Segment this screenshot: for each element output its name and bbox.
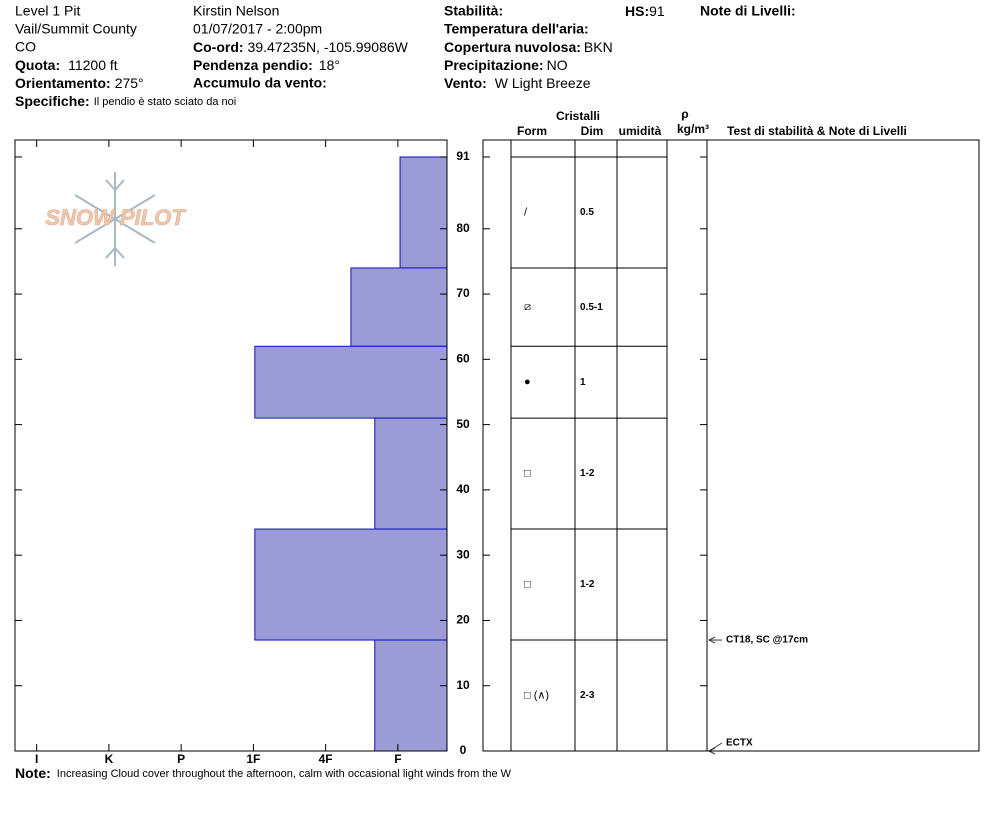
hardness-bar (350, 267, 448, 347)
hardness-bar (254, 528, 448, 641)
elevation: Quota: 11200 ft (15, 57, 118, 73)
label: Pendenza pendio: (193, 57, 313, 73)
value: 39.47235N, -105.99086W (248, 39, 409, 55)
coords: Co-ord: 39.47235N, -105.99086W (193, 39, 409, 55)
test-arrowhead (707, 636, 716, 644)
table-frame (482, 139, 980, 752)
value: W Light Breeze (495, 75, 591, 91)
slope: Pendenza pendio: 18° (193, 57, 340, 73)
value: 91 (649, 3, 665, 19)
moisture-header: umidità (619, 124, 662, 138)
hardness-plot: / 0.5 ⧄ 0.5-1 ● 1 □ 1-2 □ 1-2 □ (∧) 2-3 0 10 20 30 40 50 6… (15, 140, 808, 766)
y-tick-label: 91 (456, 149, 470, 163)
value: Increasing Cloud cover throughout the af… (57, 768, 512, 780)
hardness-bar (399, 156, 448, 269)
x-tick-label: P (177, 752, 185, 766)
density-symbol: ρ (681, 107, 688, 121)
crystal-size: 1-2 (580, 468, 595, 479)
wind-loading: Accumulo da vento: (193, 75, 327, 91)
test-label: CT18, SC @17cm (726, 635, 808, 646)
hs: HS:91 (625, 3, 665, 19)
y-tick-label: 30 (456, 547, 470, 561)
crystal-form: ● (524, 376, 531, 388)
label: Note: (15, 765, 51, 781)
label: Quota: (15, 57, 60, 73)
label: Precipitazione: (444, 57, 544, 73)
y-tick-label: 80 (456, 221, 470, 235)
crystal-form: □ (524, 467, 531, 479)
datetime: 01/07/2017 - 2:00pm (193, 21, 322, 37)
logo-flake (105, 179, 125, 192)
density-unit: kg/m³ (677, 122, 709, 136)
x-tick-label: 4F (319, 752, 333, 766)
hardness-bar (254, 345, 448, 419)
label: Copertura nuvolosa: (444, 39, 581, 55)
precip: Precipitazione: NO (444, 57, 568, 73)
hardness-bar (374, 417, 448, 530)
layer-notes: Note di Livelli: (700, 3, 796, 19)
logo-text: SNOW PILOT (45, 205, 186, 230)
label: HS: (625, 3, 649, 19)
footer: Note: Increasing Cloud cover throughout t… (15, 765, 512, 781)
crystal-size: 0.5 (580, 207, 594, 218)
form-header: Form (517, 124, 547, 138)
pit-type: Level 1 Pit (15, 3, 80, 19)
value: 18° (319, 57, 340, 73)
crystal-form: ⧄ (524, 301, 531, 313)
crystal-size: 1 (580, 377, 586, 388)
x-tick-label: K (105, 752, 114, 766)
value: NO (547, 57, 568, 73)
test-label: ECTX (726, 738, 753, 749)
y-tick-label: 40 (456, 482, 470, 496)
y-tick-label: 70 (456, 286, 470, 300)
logo-flake (74, 194, 156, 244)
value: BKN (584, 39, 613, 55)
plot-frame (14, 139, 448, 752)
table-columns (510, 140, 708, 751)
x-tick-label: I (35, 752, 38, 766)
y-tick-label: 10 (456, 678, 470, 692)
label: Orientamento: (15, 75, 111, 91)
stability: Stabilità: (444, 3, 503, 19)
size-header: Dim (581, 124, 604, 138)
label: Co-ord: (193, 39, 244, 55)
crystal-size: 1-2 (580, 579, 595, 590)
y-tick-label: 0 (460, 743, 467, 757)
sky: Copertura nuvolosa: BKN (444, 39, 613, 55)
value: 275° (115, 75, 144, 91)
value: Il pendio è stato sciato da noi (94, 96, 236, 108)
x-tick-label: 1F (246, 752, 260, 766)
state: CO (15, 39, 36, 55)
header: Level 1 Pit Vail/Summit County CO Quota:… (15, 3, 796, 109)
y-tick-label: 20 (456, 613, 470, 627)
notes: Specifiche: Il pendio è stato sciato da n… (15, 93, 236, 109)
logo-flake (105, 246, 125, 259)
hardness-bar (374, 639, 448, 752)
y-tick-label: 60 (456, 352, 470, 366)
tests-header: Test di stabilità & Note di Livelli (727, 124, 907, 138)
label: Vento: (444, 75, 487, 91)
x-tick-label: F (394, 752, 401, 766)
observer: Kirstin Nelson (193, 3, 279, 19)
column-headers: Cristalli Form Dim umidità ρ kg/m³ Test … (517, 107, 907, 138)
crystal-size: 0.5-1 (580, 302, 603, 313)
wind: Vento: W Light Breeze (444, 75, 591, 91)
air-temp: Temperatura dell'aria: (444, 21, 589, 37)
crystal-size: 2-3 (580, 690, 595, 701)
crystal-form: □ (∧) (524, 689, 549, 701)
y-tick-label: 50 (456, 417, 470, 431)
aspect: Orientamento: 275° (15, 75, 144, 91)
logo (74, 172, 156, 266)
location: Vail/Summit County (15, 21, 137, 37)
crystal-form: □ (524, 578, 531, 590)
crystals-header: Cristalli (556, 109, 600, 123)
crystal-form: / (524, 206, 528, 218)
value: 11200 ft (68, 57, 118, 73)
label: Specifiche: (15, 93, 90, 109)
